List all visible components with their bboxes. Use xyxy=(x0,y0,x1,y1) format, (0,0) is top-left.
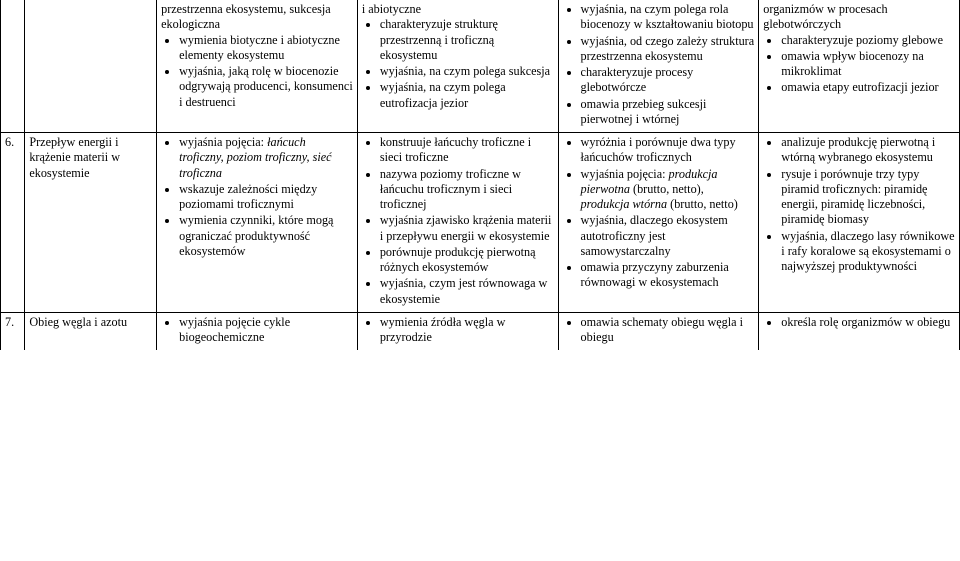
bullet-list: charakteryzuje poziomy glebowe omawia wp… xyxy=(763,33,955,96)
bullet-list: wyróżnia i porównuje dwa typy łańcuchów … xyxy=(563,135,755,291)
cell-num: 7. xyxy=(1,312,25,350)
list-item: wyjaśnia, jaką rolę w biocenozie odgrywa… xyxy=(179,64,353,110)
cell-r2-b: konstruuje łańcuchy troficzne i sieci tr… xyxy=(357,133,558,313)
list-item: wyjaśnia pojęcia: łańcuch troficzny, poz… xyxy=(179,135,353,181)
list-item: omawia schematy obiegu węgla i obiegu xyxy=(581,315,755,346)
continuation-text: przestrzenna ekosystemu, sukcesja ekolog… xyxy=(161,2,353,33)
cell-topic-empty xyxy=(25,0,157,133)
bullet-list: charakteryzuje strukturę przestrzenną i … xyxy=(362,17,554,111)
page-slice: przestrzenna ekosystemu, sukcesja ekolog… xyxy=(0,0,960,561)
list-item: charakteryzuje strukturę przestrzenną i … xyxy=(380,17,554,63)
list-item: wskazuje zależności między poziomami tro… xyxy=(179,182,353,213)
table-row: 7. Obieg węgla i azotu wyjaśnia pojęcie … xyxy=(1,312,960,350)
requirements-table: przestrzenna ekosystemu, sukcesja ekolog… xyxy=(0,0,960,350)
list-item: rysuje i porównuje trzy typy piramid tro… xyxy=(781,167,955,228)
bullet-list: konstruuje łańcuchy troficzne i sieci tr… xyxy=(362,135,554,307)
list-item: wyjaśnia, od czego zależy struktura prze… xyxy=(581,34,755,65)
list-item: wyjaśnia pojęcie cykle biogeochemiczne xyxy=(179,315,353,346)
continuation-text: i abiotyczne xyxy=(362,2,554,17)
list-item: określa rolę organizmów w obiegu xyxy=(781,315,955,330)
list-item: wymienia czynniki, które mogą ograniczać… xyxy=(179,213,353,259)
cell-r3-c: omawia schematy obiegu węgla i obiegu xyxy=(558,312,759,350)
list-item: wyróżnia i porównuje dwa typy łańcuchów … xyxy=(581,135,755,166)
cell-num-empty xyxy=(1,0,25,133)
list-item: omawia wpływ biocenozy na mikroklimat xyxy=(781,49,955,80)
list-item: konstruuje łańcuchy troficzne i sieci tr… xyxy=(380,135,554,166)
list-item: porównuje produkcję pierwotną różnych ek… xyxy=(380,245,554,276)
list-item: omawia przebieg sukcesji pierwotnej i wt… xyxy=(581,97,755,128)
list-item: wyjaśnia, dlaczego ekosystem autotroficz… xyxy=(581,213,755,259)
bullet-list: omawia schematy obiegu węgla i obiegu xyxy=(563,315,755,346)
list-item: wyjaśnia pojęcia: produkcja pierwotna (b… xyxy=(581,167,755,213)
bullet-list: określa rolę organizmów w obiegu xyxy=(763,315,955,330)
cell-r2-c: wyróżnia i porównuje dwa typy łańcuchów … xyxy=(558,133,759,313)
cell-r2-a: wyjaśnia pojęcia: łańcuch troficzny, poz… xyxy=(157,133,358,313)
continuation-text: organizmów w procesach glebotwórczych xyxy=(763,2,955,33)
cell-num: 6. xyxy=(1,133,25,313)
cell-r3-a: wyjaśnia pojęcie cykle biogeochemiczne xyxy=(157,312,358,350)
list-item: omawia przyczyny zaburzenia równowagi w … xyxy=(581,260,755,291)
list-item: analizuje produkcję pierwotną i wtórną w… xyxy=(781,135,955,166)
table-row: przestrzenna ekosystemu, sukcesja ekolog… xyxy=(1,0,960,133)
list-item: wyjaśnia, na czym polega sukcesja xyxy=(380,64,554,79)
list-item: wyjaśnia, czym jest równowaga w ekosyste… xyxy=(380,276,554,307)
cell-topic: Obieg węgla i azotu xyxy=(25,312,157,350)
bullet-list: wyjaśnia pojęcie cykle biogeochemiczne xyxy=(161,315,353,346)
list-item: charakteryzuje procesy glebotwórcze xyxy=(581,65,755,96)
list-item: omawia etapy eutrofizacji jezior xyxy=(781,80,955,95)
list-item: charakteryzuje poziomy glebowe xyxy=(781,33,955,48)
cell-r2-d: analizuje produkcję pierwotną i wtórną w… xyxy=(759,133,960,313)
table-row: 6. Przepływ energii i krążenie materii w… xyxy=(1,133,960,313)
cell-r1-d: organizmów w procesach glebotwórczych ch… xyxy=(759,0,960,133)
cell-r3-d: określa rolę organizmów w obiegu xyxy=(759,312,960,350)
cell-r3-b: wymienia źródła węgla w przyrodzie xyxy=(357,312,558,350)
bullet-list: wyjaśnia, na czym polega rola biocenozy … xyxy=(563,2,755,127)
list-item: wyjaśnia, dlaczego lasy równikowe i rafy… xyxy=(781,229,955,275)
list-item: nazywa poziomy troficzne w łańcuchu trof… xyxy=(380,167,554,213)
cell-topic: Przepływ energii i krążenie materii w ek… xyxy=(25,133,157,313)
bullet-list: wymienia źródła węgla w przyrodzie xyxy=(362,315,554,346)
cell-r1-b: i abiotyczne charakteryzuje strukturę pr… xyxy=(357,0,558,133)
list-item: wymienia źródła węgla w przyrodzie xyxy=(380,315,554,346)
list-item: wyjaśnia, na czym polega rola biocenozy … xyxy=(581,2,755,33)
list-item: wyjaśnia, na czym polega eutrofizacja je… xyxy=(380,80,554,111)
cell-r1-c: wyjaśnia, na czym polega rola biocenozy … xyxy=(558,0,759,133)
list-item: wymienia biotyczne i abiotyczne elementy… xyxy=(179,33,353,64)
bullet-list: wyjaśnia pojęcia: łańcuch troficzny, poz… xyxy=(161,135,353,259)
bullet-list: analizuje produkcję pierwotną i wtórną w… xyxy=(763,135,955,274)
list-item: wyjaśnia zjawisko krążenia materii i prz… xyxy=(380,213,554,244)
bullet-list: wymienia biotyczne i abiotyczne elementy… xyxy=(161,33,353,110)
cell-r1-a: przestrzenna ekosystemu, sukcesja ekolog… xyxy=(157,0,358,133)
